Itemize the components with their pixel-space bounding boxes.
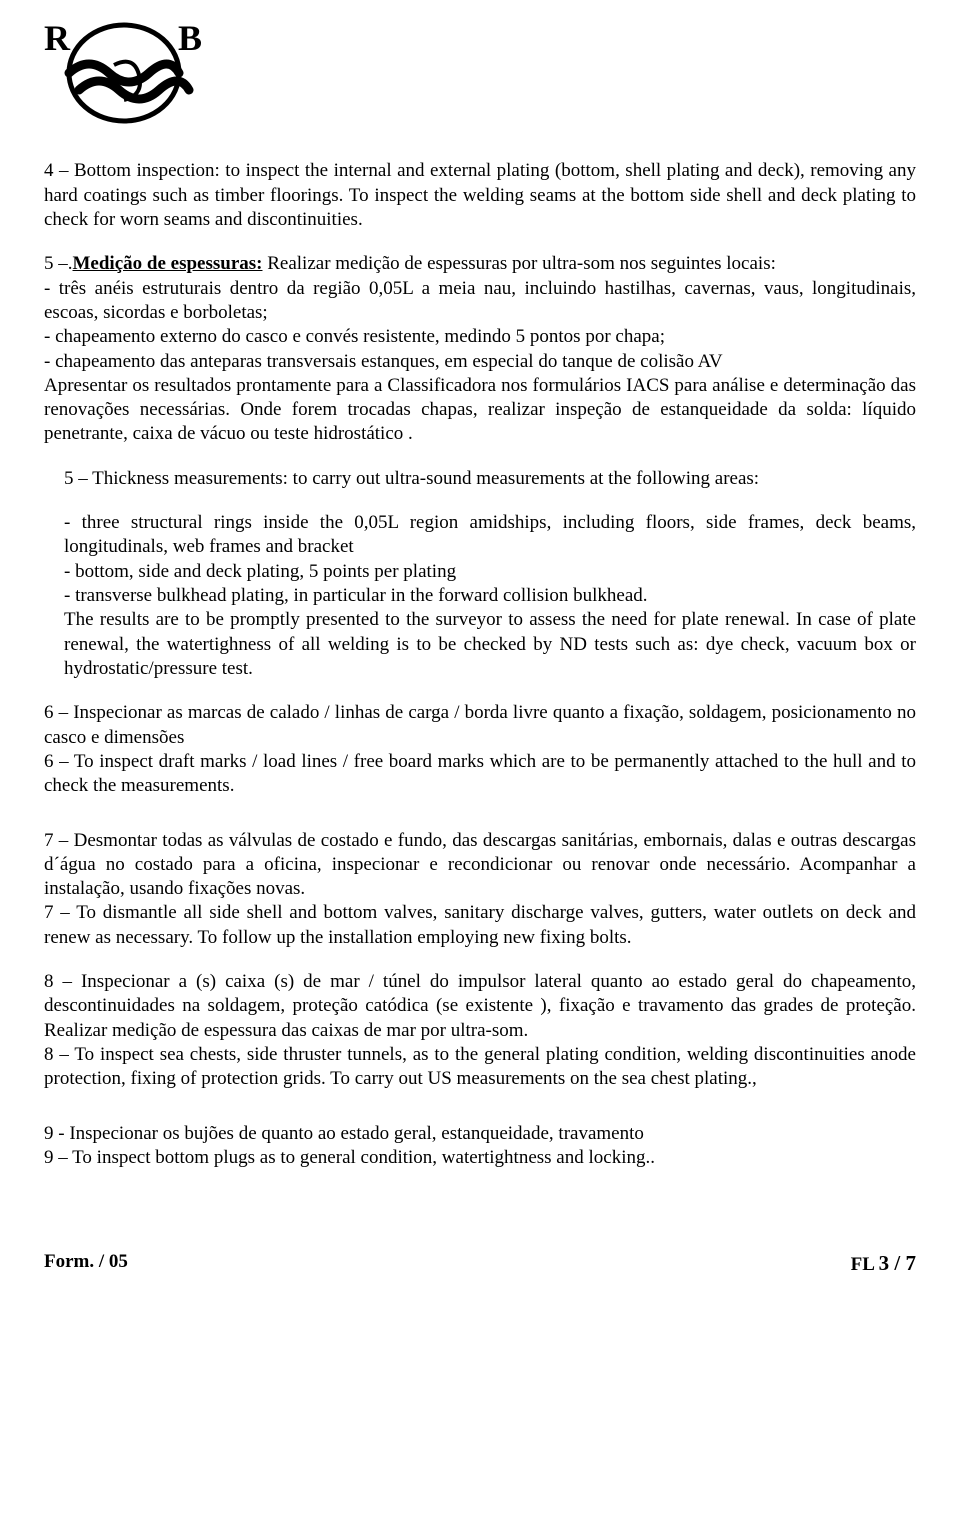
section-5-en-li1: - three structural rings inside the 0,05…	[44, 511, 916, 560]
footer-form: Form. / 05	[44, 1250, 128, 1277]
section-5-pt-li2: - chapeamento externo do casco e convés …	[44, 325, 916, 349]
footer-page: FL 3 / 7	[851, 1250, 916, 1277]
svg-text:B: B	[178, 20, 202, 58]
section-5-en-intro: 5 – Thickness measurements: to carry out…	[44, 467, 916, 491]
section-5-pt-li3: - chapeamento das anteparas transversais…	[44, 350, 916, 374]
section-6-en: 6 – To inspect draft marks / load lines …	[44, 750, 916, 799]
section-5-title: Medição de espessuras:	[73, 253, 263, 274]
section-9-en: 9 – To inspect bottom plugs as to genera…	[44, 1146, 916, 1170]
page-footer: Form. / 05 FL 3 / 7	[44, 1250, 916, 1277]
section-8-en: 8 – To inspect sea chests, side thruster…	[44, 1043, 916, 1092]
section-7-en: 7 – To dismantle all side shell and bott…	[44, 901, 916, 950]
section-5-lead: 5 –.	[44, 253, 73, 274]
section-5-pt: 5 –.Medição de espessuras: Realizar medi…	[44, 252, 916, 276]
section-8-pt: 8 – Inspecionar a (s) caixa (s) de mar /…	[44, 970, 916, 1043]
section-5-rest: Realizar medição de espessuras por ultra…	[262, 253, 775, 274]
logo: R B	[44, 20, 916, 137]
section-5-en-li3: - transverse bulkhead plating, in partic…	[44, 584, 916, 608]
section-7-pt: 7 – Desmontar todas as válvulas de costa…	[44, 829, 916, 902]
svg-text:R: R	[44, 20, 71, 58]
section-5-pt-closing: Apresentar os resultados prontamente par…	[44, 374, 916, 447]
section-5-en-closing: The results are to be promptly presented…	[44, 608, 916, 681]
section-5-pt-li1: - três anéis estruturais dentro da regiã…	[44, 277, 916, 326]
section-5-en-li2: - bottom, side and deck plating, 5 point…	[44, 560, 916, 584]
rb-logo-icon: R B	[44, 20, 204, 130]
section-6-pt: 6 – Inspecionar as marcas de calado / li…	[44, 701, 916, 750]
section-9-pt: 9 - Inspecionar os bujões de quanto ao e…	[44, 1122, 916, 1146]
section-4-en: 4 – Bottom inspection: to inspect the in…	[44, 159, 916, 232]
